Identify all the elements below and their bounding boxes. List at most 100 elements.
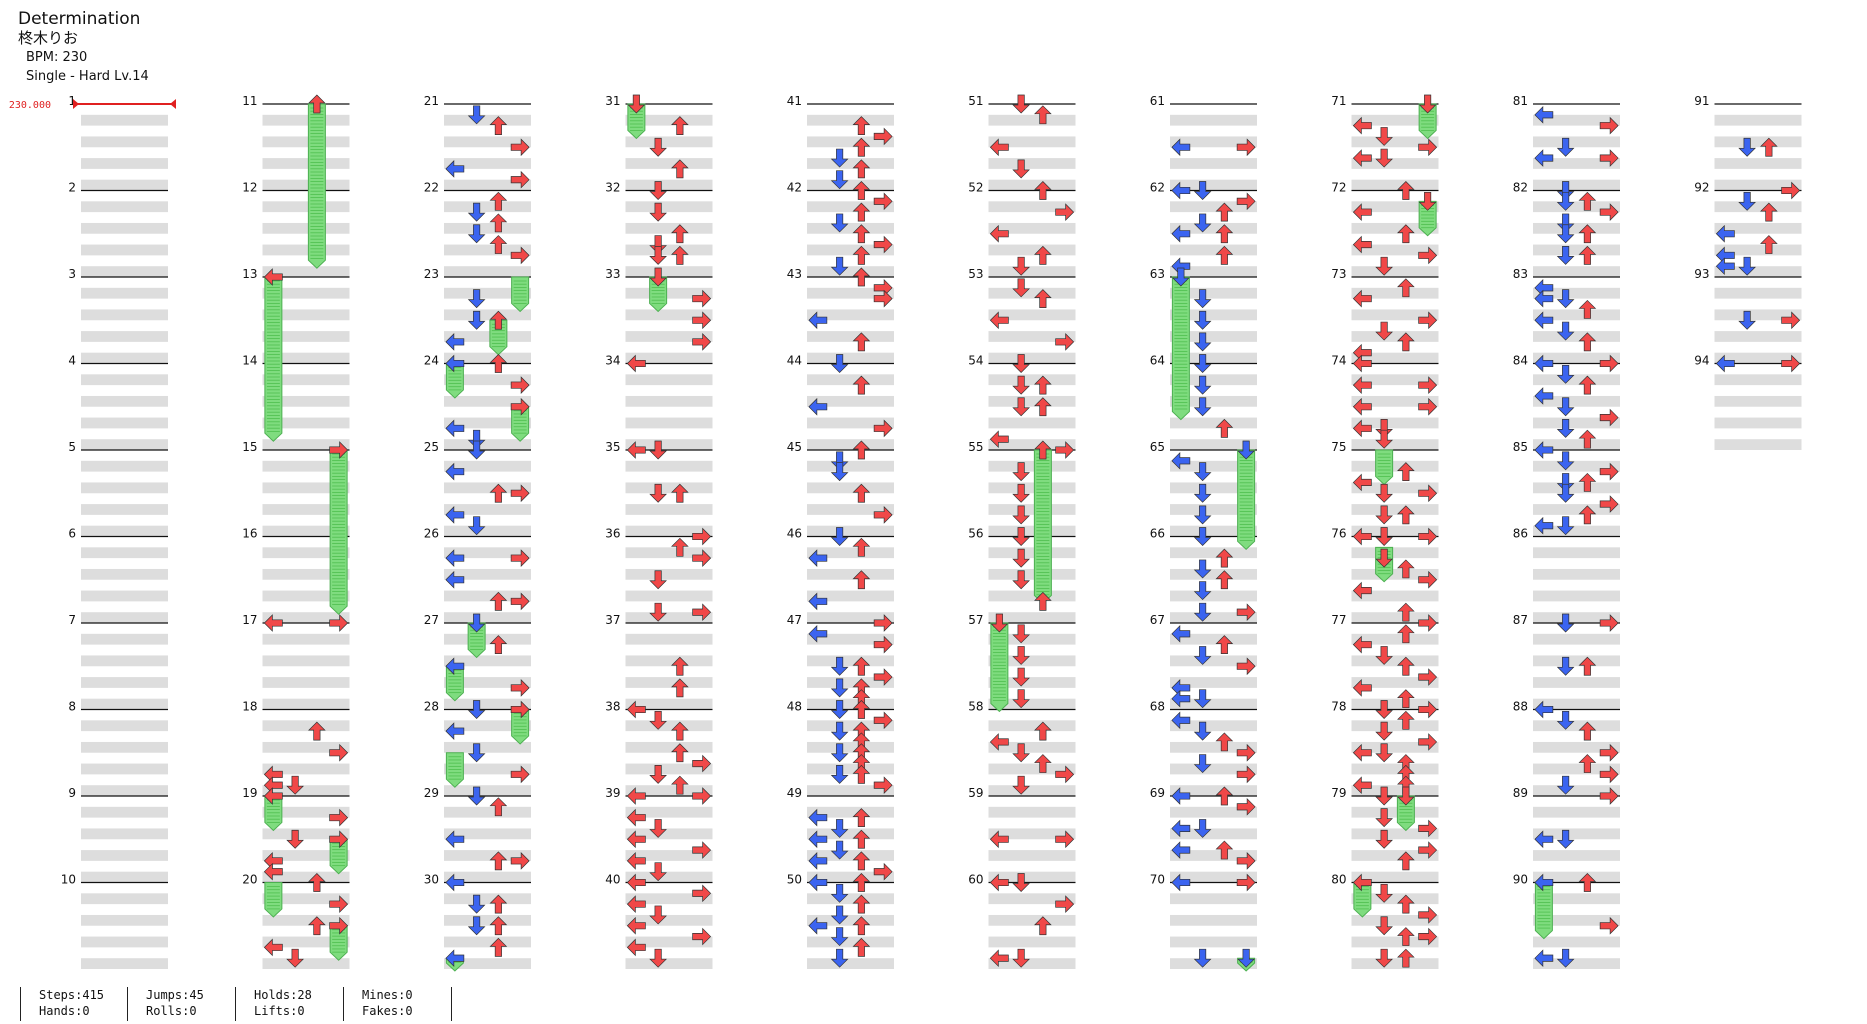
beat-band: [81, 222, 168, 234]
beat-band: [807, 352, 894, 364]
beat-band: [988, 893, 1076, 905]
arrow-right: [1418, 527, 1438, 546]
arrow-down: [1556, 419, 1575, 438]
arrow-up: [852, 829, 871, 849]
beat-band: [988, 374, 1076, 386]
beat-band: [988, 395, 1076, 407]
arrow-down: [649, 440, 667, 460]
arrow-down: [1556, 483, 1575, 503]
beat-band: [262, 806, 350, 818]
beat-band: [625, 482, 713, 494]
beat-band: [1170, 720, 1257, 732]
arrow-up: [1578, 873, 1597, 892]
arrow-down: [1556, 516, 1575, 536]
arrow-down: [1375, 721, 1393, 741]
beat-band: [625, 914, 713, 926]
beat-band: [444, 871, 531, 883]
arrow-up: [1034, 245, 1052, 265]
stat-lifts: Lifts:0: [254, 1004, 305, 1018]
arrow-left: [1171, 224, 1191, 243]
arrow-down: [1193, 181, 1212, 200]
hold-note: [511, 709, 530, 745]
arrow-down: [1375, 883, 1393, 903]
measure-number: 60: [968, 873, 983, 887]
beat-band: [807, 504, 894, 515]
arrow-up: [1034, 105, 1052, 125]
arrow-left: [626, 938, 646, 957]
measure-number: 58: [968, 700, 983, 714]
beat-band: [988, 612, 1076, 623]
arrow-right: [873, 127, 893, 146]
measure-number: 32: [605, 181, 620, 195]
arrow-down: [1012, 375, 1030, 395]
arrow-up: [852, 894, 871, 914]
arrow-down: [830, 170, 849, 190]
beat-band: [444, 590, 531, 602]
measure-number: 39: [605, 786, 620, 800]
beat-band: [1351, 179, 1439, 191]
arrow-up: [852, 375, 871, 395]
beat-band: [444, 568, 531, 580]
beat-band: [81, 417, 168, 429]
beat-band: [988, 482, 1076, 494]
beat-band: [807, 482, 894, 494]
arrow-down: [1012, 873, 1030, 892]
measure-number: 69: [1150, 786, 1165, 800]
arrow-up: [852, 116, 871, 135]
arrow-down: [1193, 948, 1212, 968]
beat-band: [1351, 741, 1439, 753]
arrow-down: [830, 883, 849, 903]
measure-number: 11: [242, 94, 257, 108]
difficulty-text: Single - Hard Lv.14: [26, 69, 149, 84]
measure-number: 29: [424, 786, 439, 800]
arrow-up: [1397, 278, 1415, 298]
beat-band: [262, 720, 350, 732]
beat-band: [807, 179, 894, 191]
beat-band: [1533, 395, 1620, 407]
beat-band: [444, 374, 531, 386]
beat-band: [1170, 417, 1257, 429]
arrow-right: [329, 614, 349, 632]
arrow-up: [1034, 916, 1052, 936]
arrow-down: [1193, 483, 1212, 503]
beat-band: [988, 460, 1076, 472]
beat-band: [1533, 309, 1620, 321]
beat-band: [1533, 590, 1620, 602]
beat-band: [625, 806, 713, 818]
arrow-left: [1352, 149, 1372, 167]
hold-note: [1418, 103, 1437, 140]
beat-band: [1533, 806, 1620, 818]
beat-band: [1533, 677, 1620, 688]
arrow-right: [510, 765, 530, 784]
arrow-up: [1215, 418, 1234, 438]
beat-band: [625, 763, 713, 775]
beat-band: [625, 698, 713, 710]
arrow-down: [830, 927, 849, 947]
arrow-down: [1193, 646, 1212, 665]
arrow-right: [1055, 895, 1075, 913]
arrow-down: [649, 235, 667, 255]
arrow-down: [467, 105, 486, 125]
arrow-left: [626, 354, 646, 373]
arrow-right: [1418, 246, 1438, 265]
arrow-right: [329, 895, 349, 913]
arrow-left: [626, 808, 646, 827]
arrow-up: [852, 700, 871, 719]
beat-band: [444, 806, 531, 818]
arrow-up: [1578, 191, 1597, 211]
arrow-left: [445, 570, 465, 589]
beat-band: [1170, 655, 1257, 667]
hold-note: [511, 406, 530, 442]
beat-band: [625, 741, 713, 753]
beat-band: [1533, 720, 1620, 732]
beat-band: [262, 158, 350, 169]
arrow-up: [671, 775, 689, 795]
beat-band: [262, 741, 350, 753]
beat-band: [1533, 287, 1620, 299]
beat-band: [262, 266, 350, 277]
arrow-down: [1375, 256, 1393, 276]
arrow-right: [692, 549, 712, 567]
arrow-up: [671, 224, 689, 244]
arrow-right: [510, 376, 530, 394]
arrow-down: [1738, 137, 1756, 157]
